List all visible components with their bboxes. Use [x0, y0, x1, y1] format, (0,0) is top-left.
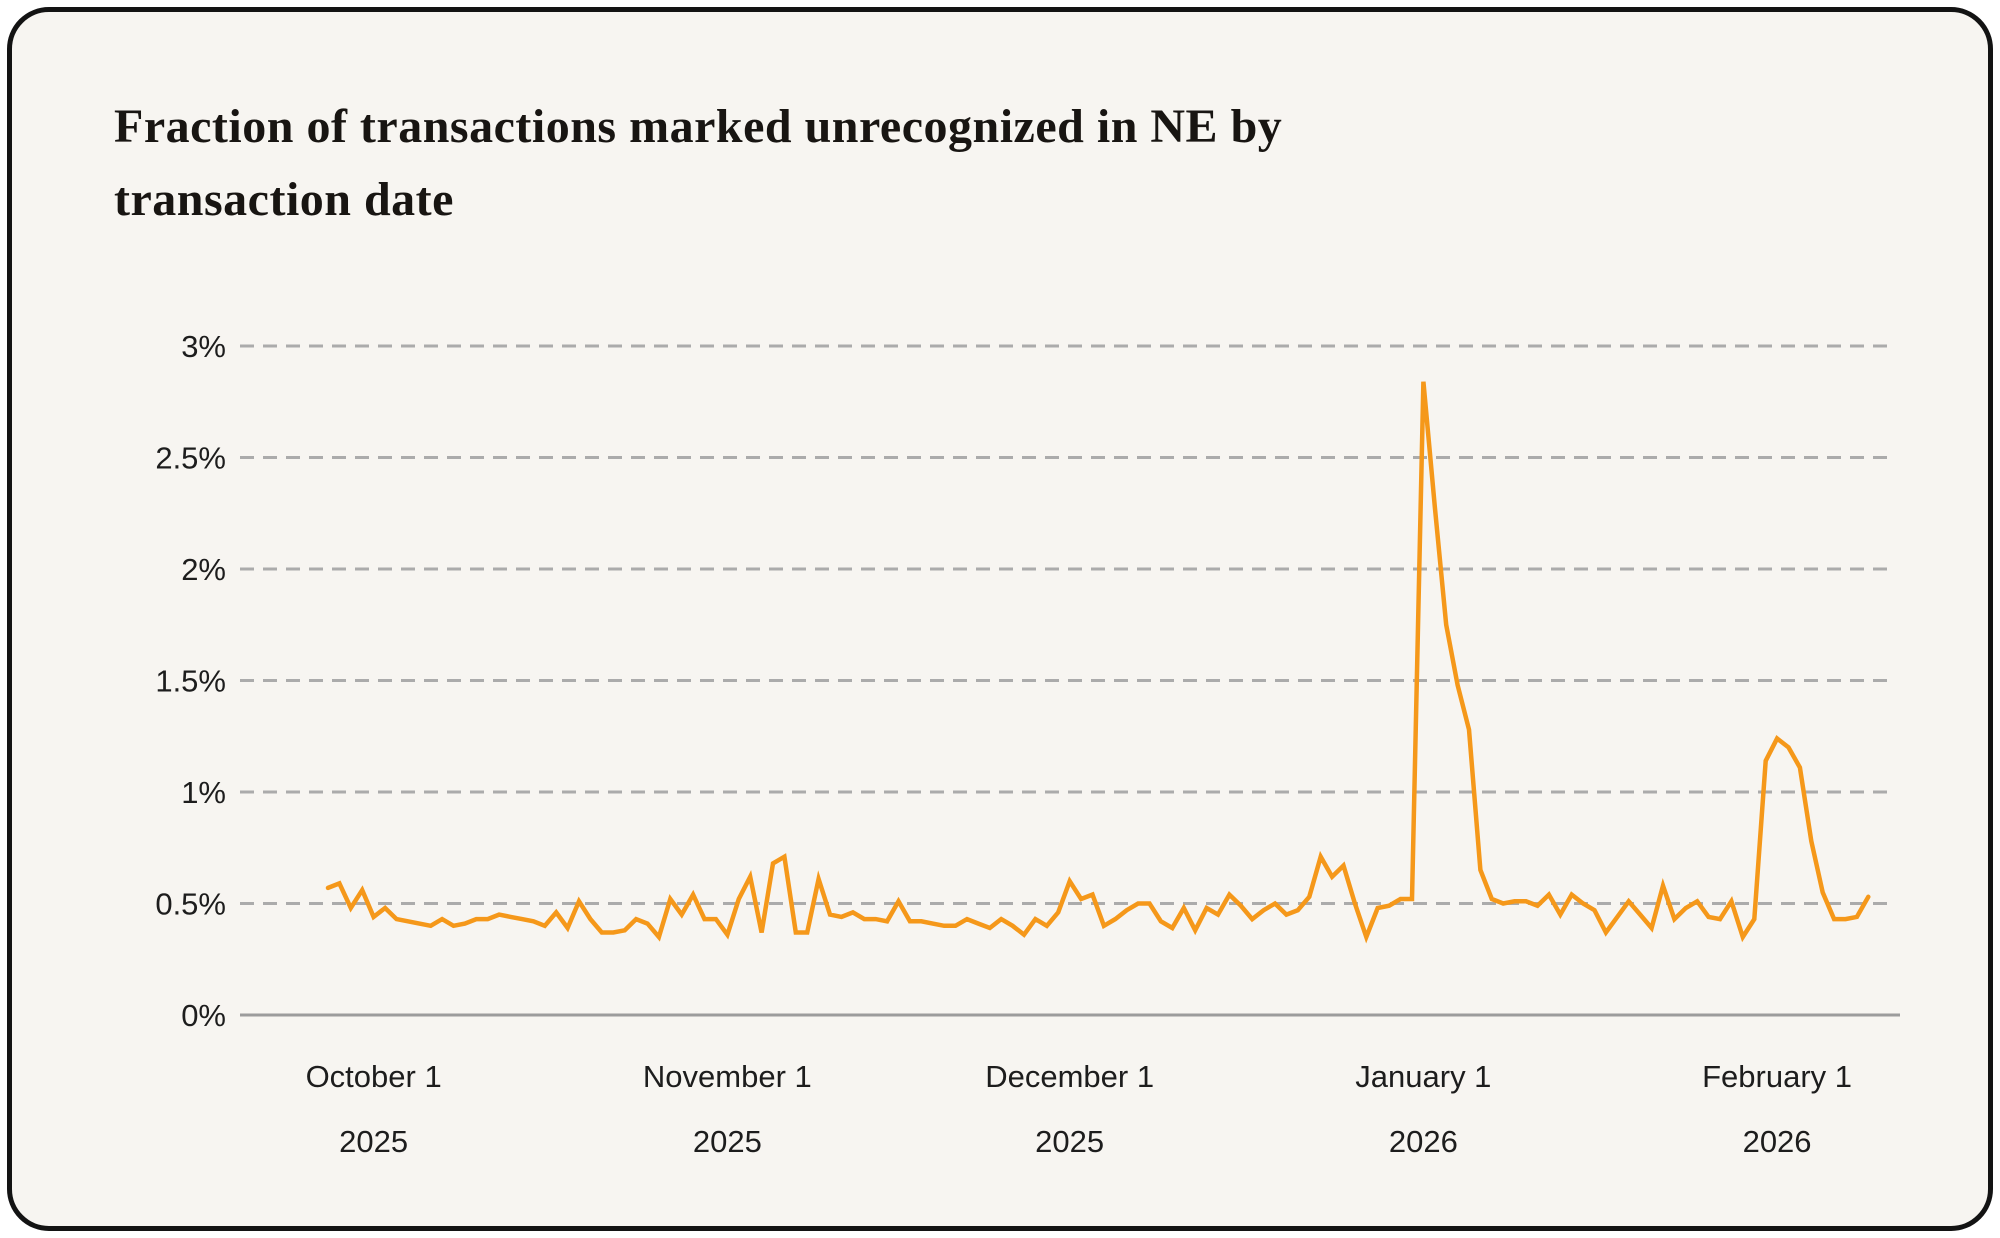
y-axis-label: 1% [181, 775, 226, 810]
chart-title: Fraction of transactions marked unrecogn… [114, 90, 1614, 236]
y-axis-label: 1.5% [155, 664, 226, 699]
x-axis-label: November 1 2025 [643, 1059, 812, 1159]
y-axis-label: 0.5% [155, 887, 226, 922]
y-axis-label: 0% [181, 998, 226, 1033]
y-axis-label: 3% [181, 329, 226, 364]
x-axis-label: December 1 2025 [985, 1059, 1154, 1159]
chart-title-line2: transaction date [114, 173, 454, 226]
y-axis-label: 2% [181, 552, 226, 587]
x-axis-label: January 1 2026 [1355, 1059, 1491, 1159]
chart-title-line1: Fraction of transactions marked unrecogn… [114, 100, 1283, 153]
x-axis-label: February 1 2026 [1702, 1059, 1852, 1159]
x-axis-label: October 1 2025 [306, 1059, 442, 1159]
data-line [325, 381, 1871, 944]
chart-card: Fraction of transactions marked unrecogn… [7, 7, 1993, 1231]
y-axis-label: 2.5% [155, 441, 226, 476]
